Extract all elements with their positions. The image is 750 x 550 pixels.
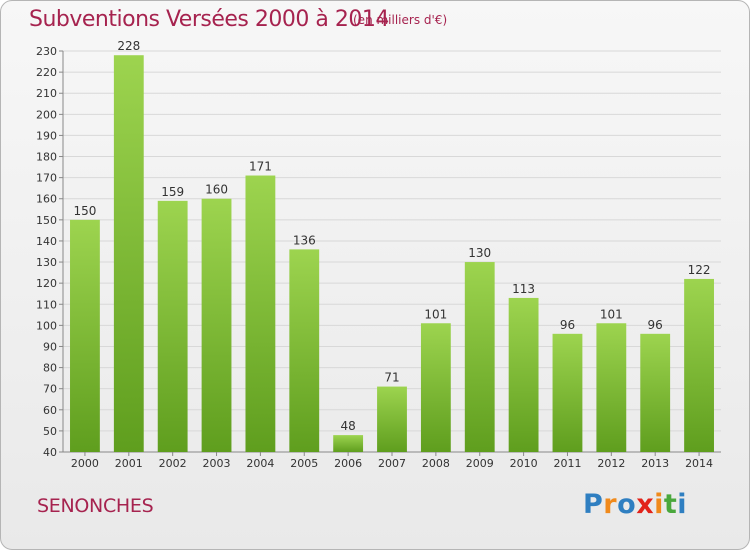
bar-value-label: 101 xyxy=(424,307,447,321)
y-tick-label: 120 xyxy=(36,277,57,290)
chart-subtitle: (en milliers d'€) xyxy=(353,13,448,27)
x-tick-label: 2010 xyxy=(510,457,538,470)
x-tick-label: 2001 xyxy=(115,457,143,470)
x-tick-label: 2000 xyxy=(71,457,99,470)
x-tick-label: 2002 xyxy=(159,457,187,470)
x-tick-label: 2008 xyxy=(422,457,450,470)
bar-2008 xyxy=(420,323,451,452)
bar-value-label: 130 xyxy=(468,246,491,260)
y-tick-label: 90 xyxy=(43,340,57,353)
bar-value-label: 71 xyxy=(384,371,399,385)
bar-2006 xyxy=(333,435,364,452)
bar-2001 xyxy=(113,55,144,452)
y-tick-label: 160 xyxy=(36,193,57,206)
bars xyxy=(70,55,714,452)
logo-letter: x xyxy=(636,489,655,520)
x-tick-label: 2007 xyxy=(378,457,406,470)
bar-2002 xyxy=(157,200,188,452)
bar-2014 xyxy=(684,278,714,452)
y-tick-label: 170 xyxy=(36,172,57,185)
bar-2011 xyxy=(552,333,583,452)
y-tick-label: 210 xyxy=(36,87,57,100)
y-tick-label: 70 xyxy=(43,383,57,396)
x-tick-label: 2012 xyxy=(597,457,625,470)
bar-value-label: 96 xyxy=(648,318,663,332)
bar-value-label: 96 xyxy=(560,318,575,332)
bar-value-label: 160 xyxy=(205,183,228,197)
logo-letter: P xyxy=(583,489,604,520)
y-tick-label: 110 xyxy=(36,298,57,311)
x-tick-label: 2011 xyxy=(553,457,581,470)
y-tick-label: 130 xyxy=(36,256,57,269)
bar-2005 xyxy=(289,249,320,452)
bar-value-label: 150 xyxy=(73,204,96,218)
bar-value-label: 171 xyxy=(249,160,272,174)
bar-2004 xyxy=(245,175,276,452)
x-tick-label: 2003 xyxy=(203,457,231,470)
proxiti-logo: Proxiti xyxy=(583,489,687,520)
bar-2009 xyxy=(464,262,495,452)
bar-2007 xyxy=(377,386,407,452)
y-tick-label: 150 xyxy=(36,214,57,227)
place-name: SENONCHES xyxy=(37,495,154,517)
bar-value-label: 48 xyxy=(340,419,355,433)
logo-letter: o xyxy=(617,489,637,520)
y-tick-label: 100 xyxy=(36,319,57,332)
logo-letter: r xyxy=(603,489,618,520)
y-tick-label: 40 xyxy=(43,446,57,459)
bar-value-label: 113 xyxy=(512,282,535,296)
x-tick-label: 2009 xyxy=(466,457,494,470)
labels: 150 228 159 160 171 136 48 71 101 130 113 96 101 96 12… xyxy=(73,39,710,433)
bar-2000 xyxy=(70,219,100,452)
x-tick-label: 2006 xyxy=(334,457,362,470)
axes: 40 50 60 70 80 90 100 110 120 130 140 150 160 170 180 1… xyxy=(36,45,721,470)
y-tick-label: 50 xyxy=(43,425,57,438)
y-tick-label: 60 xyxy=(43,404,57,417)
y-tick-label: 140 xyxy=(36,235,57,248)
y-tick-label: 200 xyxy=(36,108,57,121)
y-tick-label: 180 xyxy=(36,151,57,164)
logo-letter: i xyxy=(677,489,688,520)
x-tick-label: 2013 xyxy=(641,457,669,470)
y-tick-label: 80 xyxy=(43,362,57,375)
bar-value-label: 101 xyxy=(600,307,623,321)
x-tick-label: 2004 xyxy=(246,457,274,470)
bar-2012 xyxy=(596,323,627,452)
bar-value-label: 122 xyxy=(688,263,711,277)
bar-2010 xyxy=(508,297,539,452)
bar-value-label: 159 xyxy=(161,185,184,199)
bar-value-label: 136 xyxy=(293,233,316,247)
bar-2003 xyxy=(201,198,232,452)
chart-title: Subventions Versées 2000 à 2014 xyxy=(29,7,389,32)
bar-2013 xyxy=(640,333,671,452)
x-tick-label: 2005 xyxy=(290,457,318,470)
bar-value-label: 228 xyxy=(117,39,140,53)
logo-letter: t xyxy=(663,489,678,520)
x-tick-label: 2014 xyxy=(685,457,713,470)
y-tick-label: 230 xyxy=(36,45,57,58)
logo-letter: i xyxy=(654,489,664,520)
y-tick-label: 220 xyxy=(36,66,57,79)
y-tick-label: 190 xyxy=(36,129,57,142)
